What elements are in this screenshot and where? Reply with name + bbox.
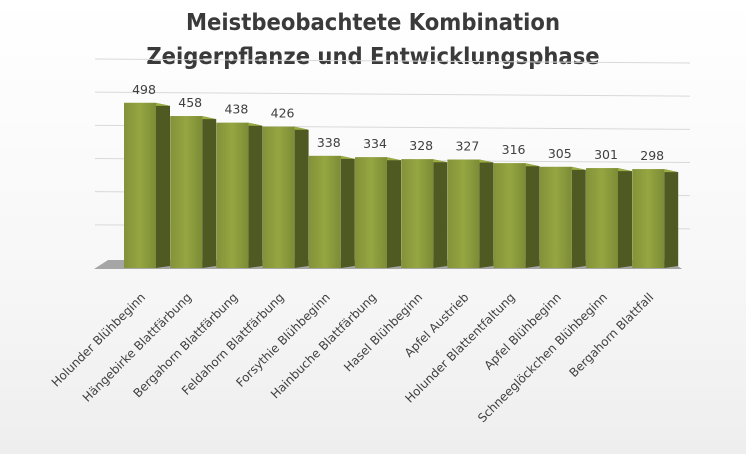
data-label-7: 328 <box>409 138 433 153</box>
category-label-12: Bergahorn Blattfall <box>567 290 657 380</box>
bar-12 <box>632 169 665 268</box>
bar-side-10 <box>571 166 586 268</box>
chart-title-line-1: Meistbeobachtete Kombination <box>185 10 561 36</box>
data-label-4: 426 <box>271 106 295 121</box>
bar-8 <box>447 159 480 268</box>
bar-3 <box>216 122 249 268</box>
data-label-10: 305 <box>548 146 572 161</box>
bar-side-2 <box>202 116 217 268</box>
bar-side-4 <box>294 126 309 269</box>
data-label-9: 316 <box>502 142 526 157</box>
bar-2 <box>170 116 203 268</box>
bar-1 <box>124 102 156 268</box>
bar-5 <box>308 155 341 268</box>
gridline <box>94 91 691 97</box>
data-label-8: 327 <box>455 139 479 154</box>
bar-7 <box>401 159 434 268</box>
bar-side-9 <box>525 163 540 268</box>
category-label-5: Forsythie Blühbeginn <box>233 290 333 390</box>
bar-9 <box>493 163 526 268</box>
bar-side-12 <box>664 169 679 268</box>
data-label-5: 338 <box>317 135 341 150</box>
data-label-3: 438 <box>224 102 248 117</box>
chart-title: Meistbeobachtete Kombination Zeigerpflan… <box>30 6 716 74</box>
bar-4 <box>262 126 295 269</box>
bar-side-11 <box>618 168 632 268</box>
bar-side-6 <box>387 157 401 268</box>
category-label-10: Apfel Blühbeginn <box>482 290 564 372</box>
bar-10 <box>539 166 572 268</box>
category-label-1: Holunder Blühbeginn <box>49 290 148 389</box>
bar-side-8 <box>479 159 494 268</box>
chart-title-line-2: Zeigerpflanze und Entwicklungsphase <box>146 44 600 70</box>
bar-side-7 <box>433 159 448 268</box>
bar-side-5 <box>340 155 355 268</box>
bar-side-1 <box>156 102 170 268</box>
data-label-6: 334 <box>363 136 387 151</box>
data-label-12: 298 <box>640 148 664 163</box>
bar-11 <box>586 168 618 268</box>
data-label-2: 458 <box>178 95 202 110</box>
data-label-1: 498 <box>132 82 156 97</box>
bar-6 <box>355 157 387 268</box>
data-label-11: 301 <box>594 147 618 162</box>
gridline <box>94 58 691 64</box>
bar-side-3 <box>248 122 263 268</box>
category-label-7: Hasel Blühbeginn <box>341 290 425 374</box>
